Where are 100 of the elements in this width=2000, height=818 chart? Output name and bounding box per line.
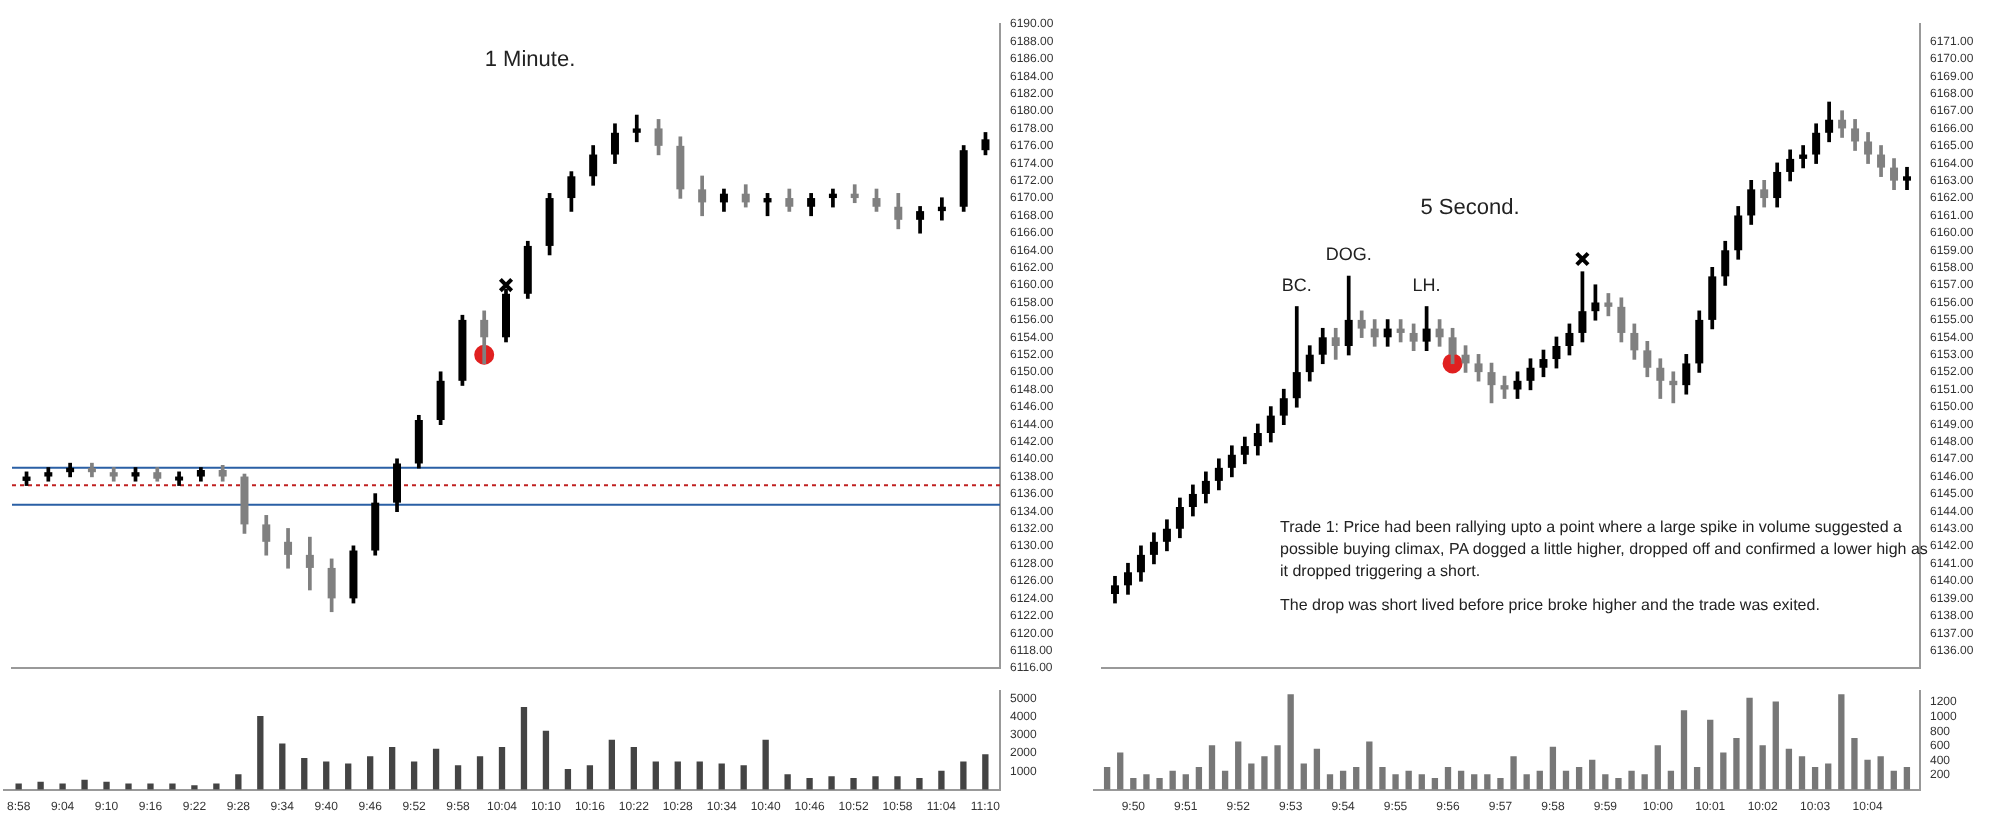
bar: [345, 763, 352, 790]
bar: [1798, 756, 1806, 790]
bar: [103, 781, 110, 790]
bar: [1838, 694, 1845, 790]
bar: [1628, 770, 1635, 790]
bar: [1287, 694, 1294, 790]
bar: [542, 730, 550, 790]
bar: [367, 756, 374, 790]
bar: [410, 761, 418, 790]
bar: [1746, 697, 1753, 790]
text: 1 Minute.: [484, 48, 576, 72]
bar: [1877, 756, 1884, 790]
bar: [432, 748, 440, 790]
bar: [586, 765, 594, 790]
bar: [1602, 774, 1609, 790]
bar: [1405, 770, 1412, 790]
bar: [1890, 770, 1897, 790]
bar: [1654, 745, 1661, 790]
bar: [169, 783, 176, 790]
bar: [1169, 770, 1176, 790]
bar: [1903, 767, 1911, 790]
candlestick: [1669, 371, 1678, 404]
bar: [1392, 774, 1399, 790]
bar: [1536, 770, 1543, 790]
bar: [498, 747, 506, 790]
bar: [1641, 774, 1648, 790]
bar: [630, 747, 637, 790]
bar: [235, 774, 242, 790]
bar: [1313, 748, 1321, 790]
bar: [279, 743, 286, 790]
bar: [608, 739, 616, 790]
bar: [1221, 770, 1229, 790]
bar: [1326, 774, 1334, 790]
bar: [476, 756, 484, 790]
text: 5 Second.: [1420, 196, 1520, 220]
bar: [1339, 770, 1347, 790]
annotation: LH.: [1412, 274, 1441, 295]
bar: [1851, 737, 1858, 790]
bar: [1484, 774, 1491, 790]
bar: [1117, 752, 1124, 790]
bar: [81, 779, 88, 790]
bar: [1471, 774, 1478, 790]
bar: [1195, 767, 1203, 790]
bar: [1353, 767, 1360, 790]
bar: [1589, 759, 1596, 790]
bar: [1379, 767, 1386, 790]
bar: [1720, 752, 1727, 790]
bar: [1156, 778, 1163, 790]
bar: [1130, 778, 1137, 790]
bar: [1431, 778, 1439, 790]
bar: [696, 761, 703, 790]
bar: [1418, 774, 1425, 790]
bar: [718, 763, 725, 790]
bar: [872, 776, 879, 790]
bar: [1575, 767, 1583, 790]
bar: [37, 781, 44, 790]
bar: [1864, 759, 1871, 790]
bar: [564, 768, 572, 790]
bar: [784, 774, 791, 790]
bar: [1182, 774, 1189, 790]
bar: [916, 778, 923, 790]
bar: [1733, 737, 1740, 790]
annotation: Trade 1: Price had been rallying upto a point where a large spike in volume suggested a possible buying climax, PA dogged a little higher, dropped off and confirmed a lower high as it dropped triggering a short.: [1280, 518, 1928, 580]
annotation: DOG.: [1325, 244, 1372, 265]
bar: [1444, 767, 1452, 790]
bar: [1772, 701, 1779, 790]
bar: [1248, 763, 1255, 790]
bar: [1103, 767, 1111, 790]
bar: [1667, 770, 1675, 790]
bar: [1366, 741, 1373, 790]
bar: [850, 778, 857, 790]
bar: [1510, 756, 1517, 790]
bar: [1811, 767, 1819, 790]
bar: [388, 747, 396, 790]
bar: [1615, 778, 1622, 790]
bar: [1759, 745, 1766, 790]
bar: [828, 776, 835, 790]
bar: [938, 770, 945, 790]
bar: [1143, 774, 1150, 790]
bar: [806, 778, 813, 790]
bar: [1274, 745, 1281, 790]
bar: [982, 754, 989, 790]
bar: [740, 765, 747, 790]
bar: [59, 783, 66, 790]
bar: [674, 761, 681, 790]
bar: [1549, 746, 1557, 790]
bar: [125, 783, 132, 790]
bar: [652, 761, 659, 790]
bar: [1693, 767, 1701, 790]
bar: [894, 776, 901, 790]
bar: [1825, 763, 1832, 790]
bar: [323, 761, 330, 790]
bar: [213, 783, 220, 790]
bar: [1785, 748, 1793, 790]
bar: [1300, 763, 1307, 790]
bar: [1707, 719, 1714, 790]
bar: [762, 739, 769, 790]
bar: [1562, 770, 1570, 790]
bar: [257, 716, 264, 790]
bar: [960, 761, 967, 790]
